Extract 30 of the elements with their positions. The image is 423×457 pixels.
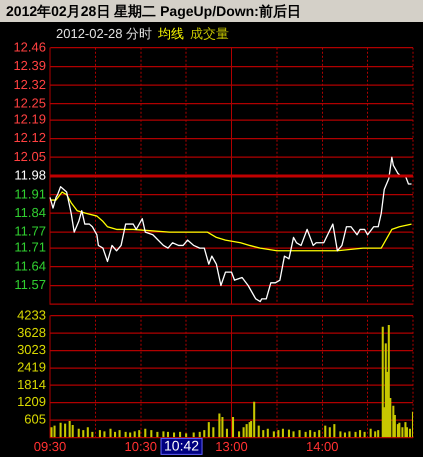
- y-tick-label: 11.71: [14, 240, 46, 255]
- text: 均线: [158, 25, 184, 43]
- y-tick-label: 2419: [17, 359, 46, 374]
- x-tick-label: 13:00: [215, 438, 248, 454]
- y-tick-label: 12.25: [13, 95, 46, 110]
- y-tick-label: 11.77: [14, 224, 46, 239]
- y-tick-label: 11.57: [14, 277, 46, 292]
- y-tick-label: 4233: [17, 307, 46, 322]
- chart-title: 2012年02月28日 星期二 PageUp/Down:前后日: [0, 0, 423, 22]
- x-tick-label: 10:30: [124, 438, 158, 454]
- x-tick-label: 09:30: [34, 438, 66, 454]
- x-tick-label: 14:00: [306, 438, 339, 454]
- text: 成交量: [190, 25, 230, 43]
- y-tick-label: 11.98: [14, 168, 46, 183]
- y-tick-label: 3023: [17, 342, 46, 358]
- y-tick-label: 12.05: [13, 148, 46, 164]
- y-tick-label: 3628: [17, 324, 46, 340]
- y-tick-label: 11.84: [14, 204, 46, 220]
- y-tick-label: 11.91: [14, 186, 46, 202]
- y-tick-label: 1814: [17, 376, 46, 392]
- y-tick-label: 12.32: [13, 76, 46, 92]
- y-tick-label: 12.39: [13, 58, 46, 74]
- y-tick-label: 11.64: [14, 258, 46, 274]
- y-tick-label: 605: [24, 412, 46, 427]
- annotation: 10:42: [164, 437, 200, 454]
- y-tick-label: 12.19: [13, 111, 46, 126]
- y-tick-label: 1209: [17, 394, 46, 410]
- chart-subtitle: 2012-02-28 分时: [56, 25, 152, 43]
- y-tick-label: 12.46: [13, 39, 46, 54]
- y-tick-label: 12.12: [13, 130, 46, 146]
